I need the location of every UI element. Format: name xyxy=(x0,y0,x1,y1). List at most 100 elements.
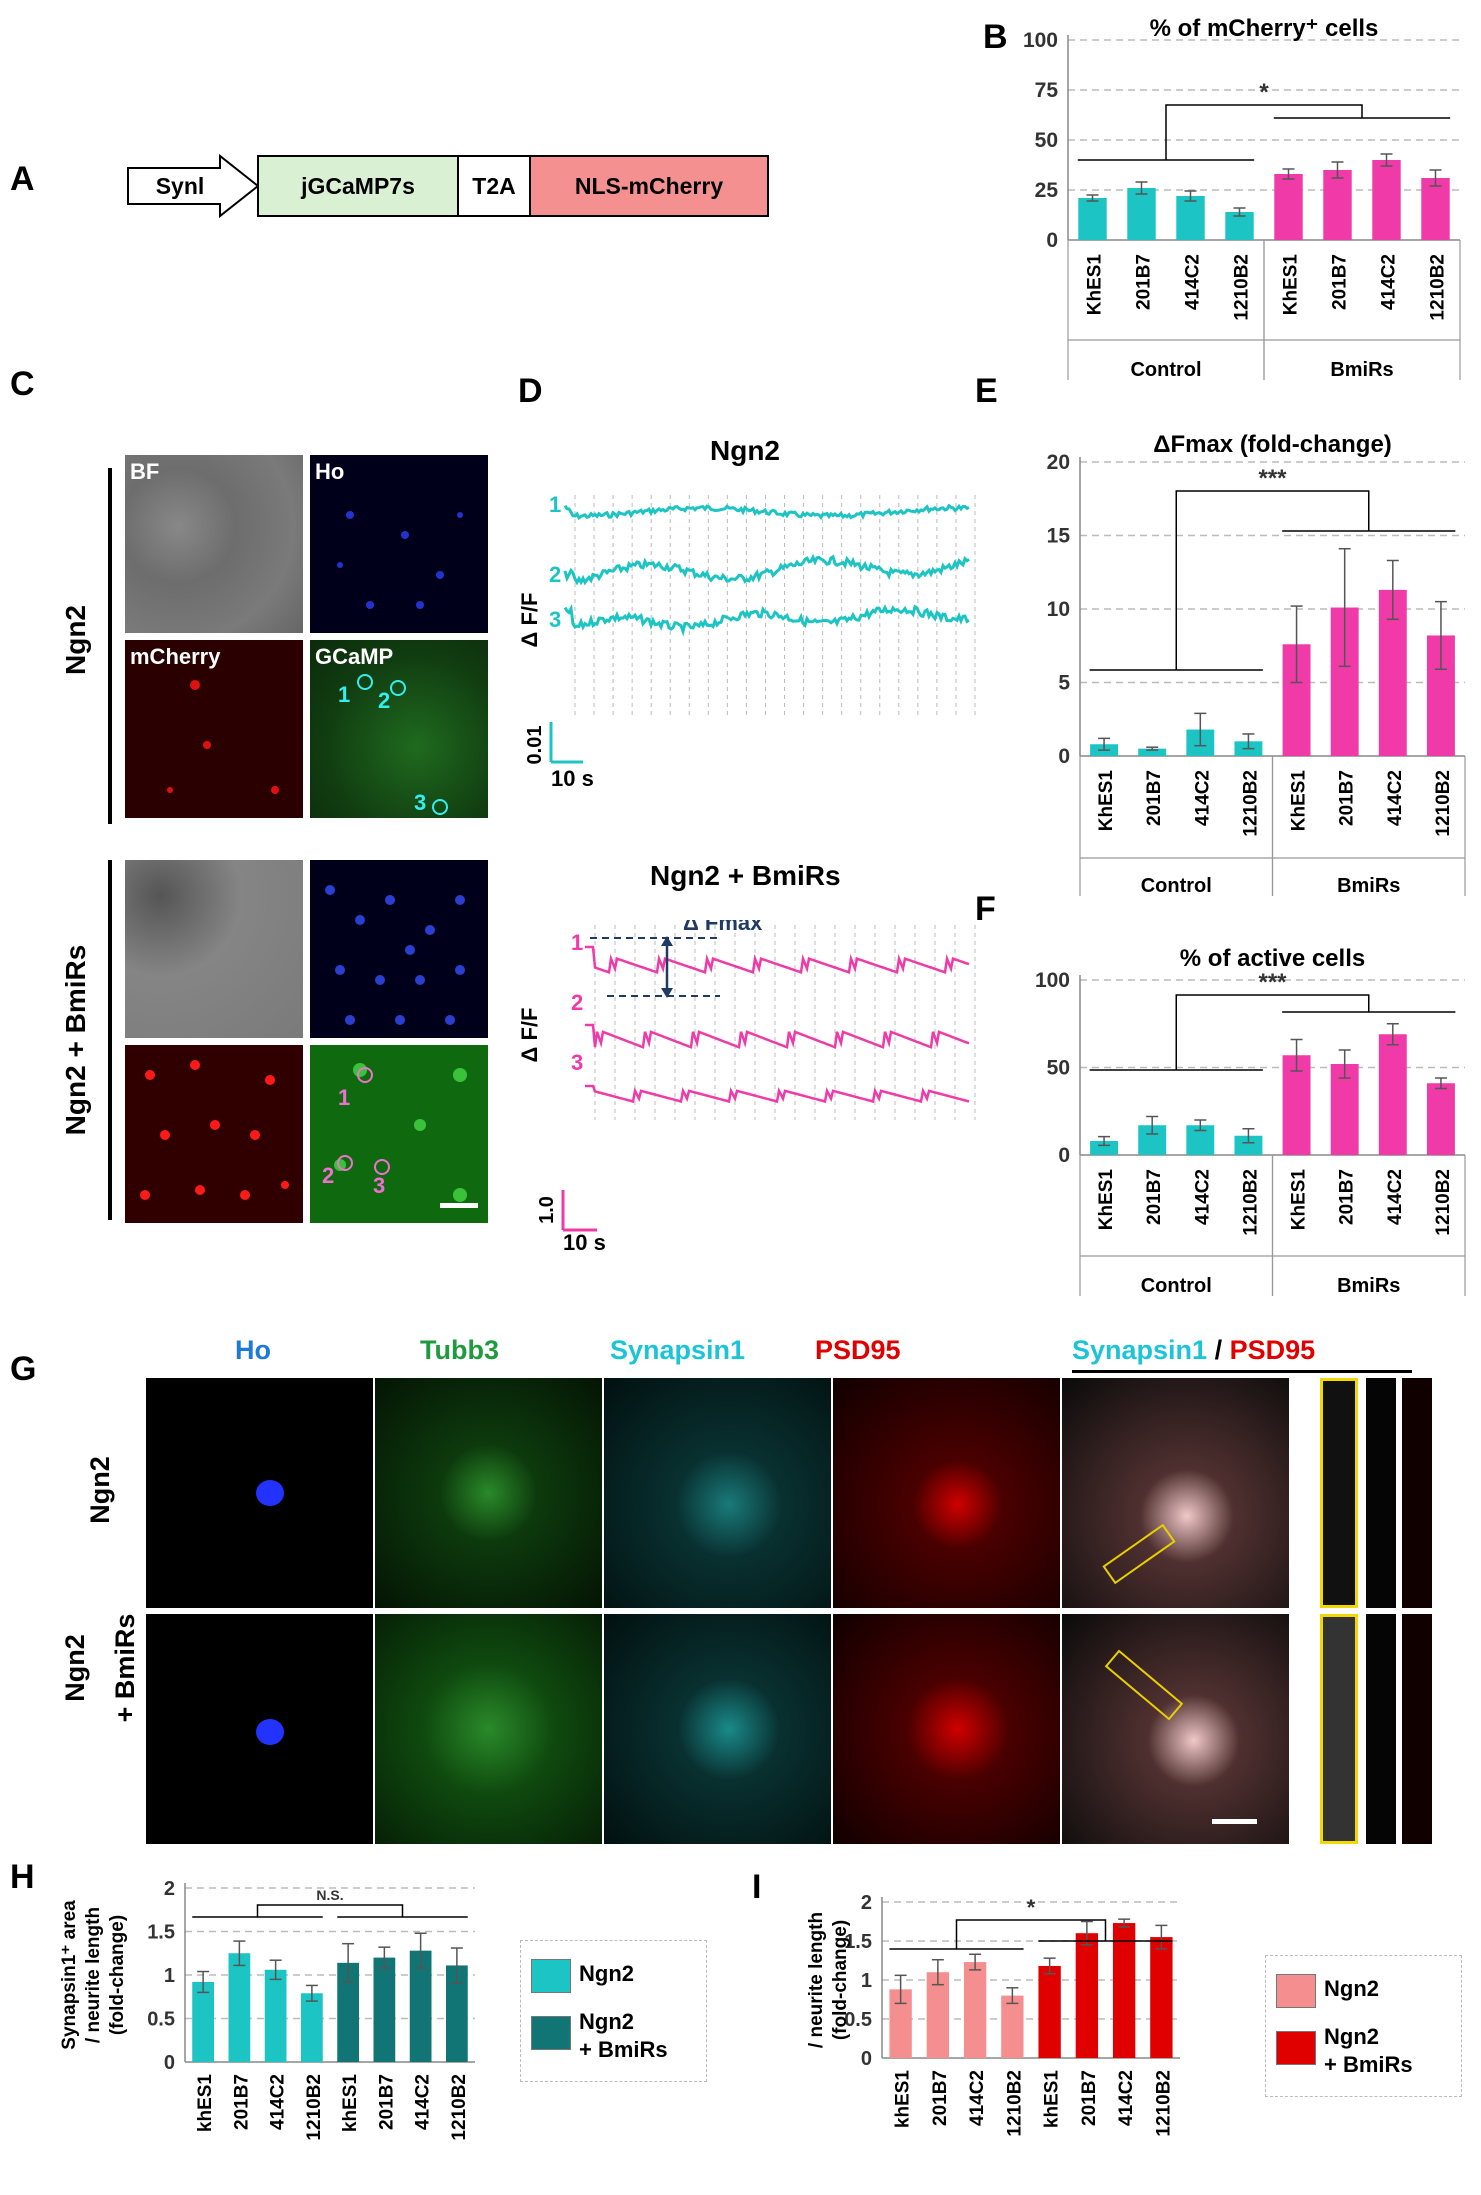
g-bmirs-merge xyxy=(1062,1614,1289,1844)
t2a-box xyxy=(457,155,531,217)
bar xyxy=(1274,174,1303,240)
g-ngn2-zoom-psd xyxy=(1402,1378,1432,1608)
c-bottom-cell-3: 3 xyxy=(373,1173,386,1198)
panel-label-b: B xyxy=(983,18,1008,56)
g-bmirs-synapsin1 xyxy=(604,1614,831,1844)
significance-label: N.S. xyxy=(316,1887,343,1903)
i-legend-bmirs-a: Ngn2 xyxy=(1324,2024,1379,2049)
y-tick-label: 50 xyxy=(1035,129,1058,152)
x-tick-label: 1210B2 xyxy=(1428,254,1449,321)
g-bmirs-zoom-syn xyxy=(1366,1614,1396,1844)
x-tick-label: KhES1 xyxy=(1289,770,1310,832)
x-tick-label: 201B7 xyxy=(1337,770,1358,826)
y-tick-label: 2 xyxy=(861,1892,872,1914)
y-tick-label: 50 xyxy=(1047,1057,1070,1080)
bar xyxy=(337,1962,359,2062)
i-legend-bmirs-b: + BmiRs xyxy=(1324,2052,1413,2077)
group-label: BmiRs xyxy=(1330,359,1393,381)
trace-top-2 xyxy=(563,553,970,586)
x-tick-label: 414C2 xyxy=(1379,254,1400,310)
y-tick-label: 100 xyxy=(1023,29,1058,52)
g-merge-sep: / xyxy=(1207,1335,1230,1365)
chart-title: ΔFmax (fold-change) xyxy=(1153,431,1392,458)
x-tick-label: KhES1 xyxy=(1096,1169,1117,1231)
x-tick-label: 1210B2 xyxy=(1232,254,1253,321)
c-gcamp-label: GCaMP xyxy=(315,644,394,669)
x-tick-label: 414C2 xyxy=(1385,770,1406,826)
h-legend-ngn2: Ngn2 xyxy=(579,1961,634,1986)
g-ngn2-tubb3 xyxy=(375,1378,602,1608)
sig-bracket xyxy=(1175,994,1370,1070)
x-tick-label: 414C2 xyxy=(413,2074,434,2130)
g-ngn2-zoom-syn xyxy=(1366,1378,1396,1608)
group-label: BmiRs xyxy=(1337,1275,1400,1297)
mcherry-box xyxy=(529,155,769,217)
c-ngn2-mcherry-image: mCherry xyxy=(125,640,303,818)
trace-top-3 xyxy=(563,603,970,637)
bar xyxy=(409,1950,432,2062)
x-tick-label: KhES1 xyxy=(1085,254,1106,316)
trace-bottom-id-1: 1 xyxy=(571,930,583,955)
significance-label: * xyxy=(1027,1895,1036,1920)
chart-title: % of mCherry⁺ cells xyxy=(1150,15,1379,42)
c-top-cell-1: 1 xyxy=(338,682,351,707)
y-tick-label: 1 xyxy=(861,1970,872,1992)
bar xyxy=(1330,1064,1359,1155)
d-bottom-scale-y: 1.0 xyxy=(536,1196,558,1224)
x-tick-label: 201B7 xyxy=(930,2070,951,2126)
h-legend-bmirs-a: Ngn2 xyxy=(579,2009,634,2034)
bar xyxy=(1127,188,1156,240)
c-ho-label: Ho xyxy=(315,459,345,484)
panel-label-a: A xyxy=(10,160,35,198)
bar xyxy=(228,1953,251,2062)
bar xyxy=(1421,178,1450,240)
y-tick-label: 100 xyxy=(1035,969,1070,992)
bar xyxy=(264,1969,287,2062)
g-bmirs-tubb3 xyxy=(375,1614,602,1844)
g-bmirs-psd95 xyxy=(833,1614,1060,1844)
significance-label: *** xyxy=(1258,465,1287,492)
g-row-ngn2-a: Ngn2 xyxy=(60,1634,90,1702)
x-tick-label: 201B7 xyxy=(1144,770,1165,826)
y-tick-label: 5 xyxy=(1058,672,1070,695)
trace-top-id-1: 1 xyxy=(549,492,561,517)
i-legend-ngn2: Ngn2 xyxy=(1324,1976,1379,2001)
g-merge-underline xyxy=(1072,1370,1412,1373)
d-top-scale-x: 10 s xyxy=(551,766,594,790)
d-top-title: Ngn2 xyxy=(710,435,780,466)
fmax-label: Δ Fmax xyxy=(683,920,763,935)
bar xyxy=(1176,196,1205,240)
panel-label-f: F xyxy=(975,890,996,928)
c-mcherry-label: mCherry xyxy=(130,644,221,669)
y-tick-label: 0 xyxy=(164,2052,175,2074)
panel-label-d: D xyxy=(518,372,543,410)
trace-top-1 xyxy=(563,503,970,521)
panel-label-h: H xyxy=(10,1858,35,1896)
y-axis-label: / neurite length xyxy=(806,1912,827,2048)
d-trace-top: 1 2 3 Δ F/F 0.01 10 s xyxy=(517,492,976,790)
x-tick-label: 201B7 xyxy=(1134,254,1155,310)
c-row-ngn2-bmirs: Ngn2 + BmiRs xyxy=(60,944,91,1136)
y-axis-label: / neurite length xyxy=(83,1907,104,2043)
x-tick-label: KhES1 xyxy=(1096,770,1117,832)
chart-h: 0 0.5 1 1.5 2 khES1 201B7 414C2 1210B2 khES1 201B7… xyxy=(59,1878,475,2141)
c-mcherry-dots-bottom xyxy=(140,1060,289,1200)
y-tick-label: 75 xyxy=(1035,79,1059,102)
g-header-ho: Ho xyxy=(235,1335,271,1365)
x-tick-label: 1210B2 xyxy=(1153,2070,1174,2137)
d-trace-bottom: 1 2 3 Δ Fmax Δ F/F 1.0 10 s xyxy=(517,920,976,1250)
g-bmirs-zoom-merge xyxy=(1320,1614,1358,1844)
y-tick-label: 15 xyxy=(1047,525,1071,548)
bar xyxy=(1112,1923,1136,2058)
significance-label: * xyxy=(1259,79,1269,106)
panel-label-e: E xyxy=(975,372,998,410)
bar xyxy=(1378,1034,1407,1155)
c-bf-label: BF xyxy=(130,459,160,484)
chart-i: 0 0.5 1 1.5 2 khES1 201B7 414C2 1210B2 khES1 201B7… xyxy=(800,1892,1180,2137)
group-label: BmiRs xyxy=(1337,875,1400,897)
bar xyxy=(1234,1135,1263,1155)
h-legend: Ngn2 Ngn2 + BmiRs xyxy=(520,1940,707,2082)
bar xyxy=(1372,160,1401,240)
y-tick-label: 2 xyxy=(164,1878,175,1900)
bar xyxy=(1150,1937,1173,2058)
